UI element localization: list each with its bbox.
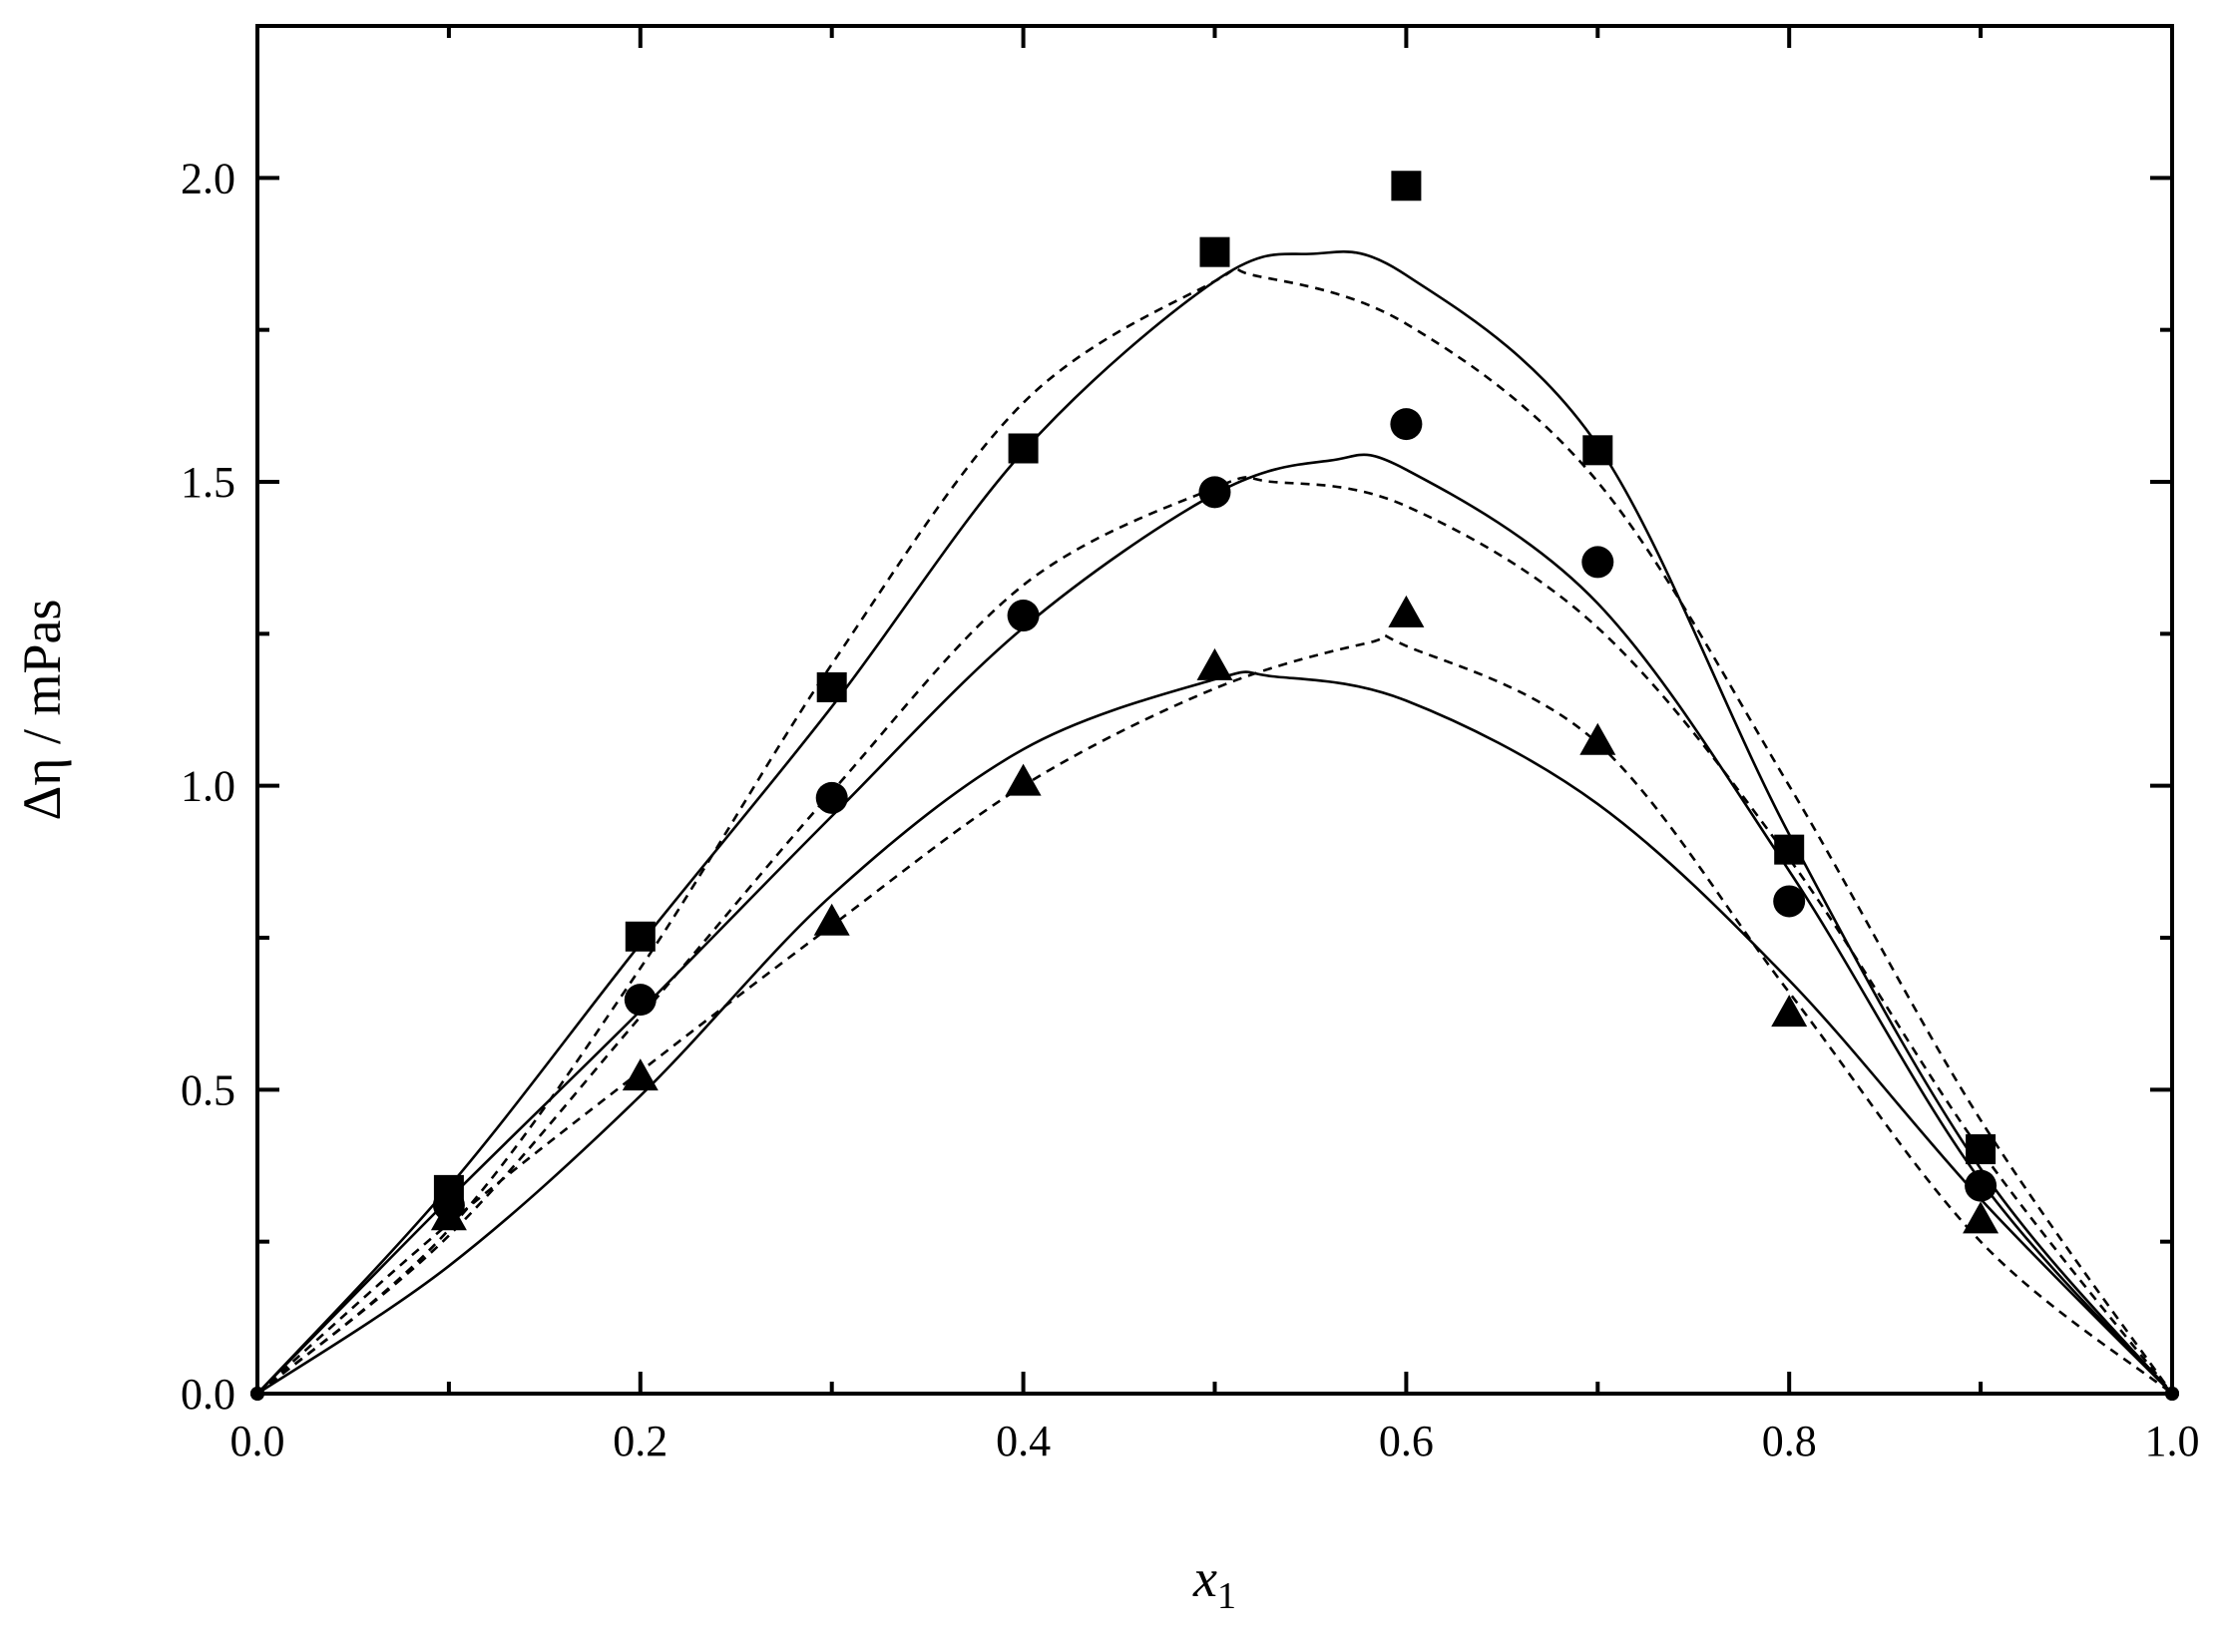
x-axis-title-subscript: 1 <box>1217 1575 1236 1617</box>
fit-line-dashed-square <box>256 265 2174 1395</box>
triangle-marker <box>430 1198 467 1231</box>
circle-marker <box>1390 408 1423 441</box>
plot-frame <box>255 24 2174 1396</box>
circle-marker <box>1581 546 1614 579</box>
square-marker <box>816 671 847 702</box>
triangle-marker <box>813 903 850 936</box>
circle-marker <box>1007 600 1040 632</box>
fit-line-solid-triangle <box>256 670 2173 1396</box>
x-tick-label: 1.0 <box>2145 1417 2200 1465</box>
x-axis-title: x1 <box>1192 1548 1236 1617</box>
x-tick-label: 0.8 <box>1762 1417 1817 1465</box>
circle-marker <box>1773 885 1806 918</box>
x-tick-label: 0.6 <box>1379 1417 1434 1465</box>
circle-marker <box>815 781 848 814</box>
x-axis-title-main: x <box>1192 1548 1217 1608</box>
y-tick-label: 1.5 <box>181 458 235 507</box>
square-marker <box>1199 236 1230 267</box>
x-tick-label: 0.0 <box>230 1417 285 1465</box>
triangle-marker <box>1196 647 1233 680</box>
triangle-marker <box>1388 595 1425 627</box>
circle-marker <box>624 984 657 1017</box>
fit-line-dashed-triangle <box>256 633 2173 1396</box>
triangle-marker <box>1579 722 1616 755</box>
square-marker <box>625 921 656 952</box>
y-axis-title: Δη / mPas <box>12 600 72 821</box>
triangle-marker <box>1771 995 1808 1028</box>
square-marker <box>1582 435 1613 466</box>
x-tick-label: 0.2 <box>613 1417 667 1465</box>
y-tick-label: 1.0 <box>181 762 235 811</box>
axis-ticks <box>255 24 2174 1396</box>
fit-line-solid-square <box>256 250 2173 1395</box>
y-tick-label: 0.0 <box>181 1370 235 1419</box>
triangle-marker <box>622 1058 659 1091</box>
y-tick-label: 2.0 <box>181 154 235 203</box>
square-marker <box>1391 171 1422 202</box>
tick-labels: 0.0 0.2 0.4 0.6 0.8 1.0 0.0 0.5 1.0 1.5 2.0 <box>181 154 2200 1465</box>
circle-marker <box>1198 476 1231 509</box>
fit-line-dashed-circle <box>256 476 2174 1396</box>
triangle-marker <box>1005 763 1042 796</box>
square-marker <box>1774 834 1805 865</box>
y-tick-label: 0.5 <box>181 1065 235 1114</box>
square-marker <box>1966 1134 1997 1165</box>
fit-line-solid-circle <box>256 453 2173 1395</box>
fit-lines <box>256 250 2174 1396</box>
x-tick-label: 0.4 <box>996 1417 1051 1465</box>
square-marker <box>1008 433 1039 464</box>
data-markers <box>250 171 2179 1401</box>
triangle-marker <box>1963 1201 1999 1234</box>
circle-marker <box>1965 1169 1998 1202</box>
